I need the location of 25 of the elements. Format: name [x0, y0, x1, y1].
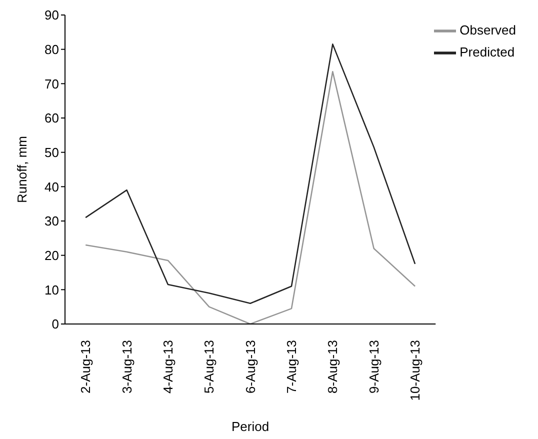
x-tick-label: 9-Aug-13	[366, 340, 382, 394]
legend-label: Observed	[460, 22, 516, 38]
x-axis-title: Period	[232, 419, 270, 434]
x-tick-label: 10-Aug-13	[408, 340, 423, 401]
x-tick-label: 4-Aug-13	[160, 340, 176, 394]
y-axis-title: Runoff, mm	[14, 136, 30, 203]
y-tick-label: 60	[44, 110, 59, 126]
line-series	[84, 71, 416, 324]
x-tick-label: 3-Aug-13	[119, 340, 134, 394]
x-tick-label: 6-Aug-13	[242, 340, 258, 394]
legend-label: Predicted	[460, 44, 515, 60]
y-tick-label: 30	[44, 214, 59, 229]
x-tick-label: 8-Aug-13	[325, 340, 340, 394]
y-tick-label: 0	[52, 316, 59, 332]
y-tick-label: 80	[44, 42, 59, 57]
y-tick-label: 20	[44, 248, 59, 263]
y-tick-label: 90	[44, 8, 59, 23]
x-tick-label: 5-Aug-13	[202, 340, 217, 394]
y-tick-label: 40	[44, 179, 59, 194]
y-tick-label: 70	[44, 76, 59, 92]
y-tick-label: 10	[44, 282, 59, 298]
y-tick-label: 50	[44, 144, 59, 160]
x-tick-label: 2-Aug-13	[78, 340, 94, 394]
x-tick-label: 7-Aug-13	[284, 340, 299, 394]
line-series	[84, 44, 416, 304]
